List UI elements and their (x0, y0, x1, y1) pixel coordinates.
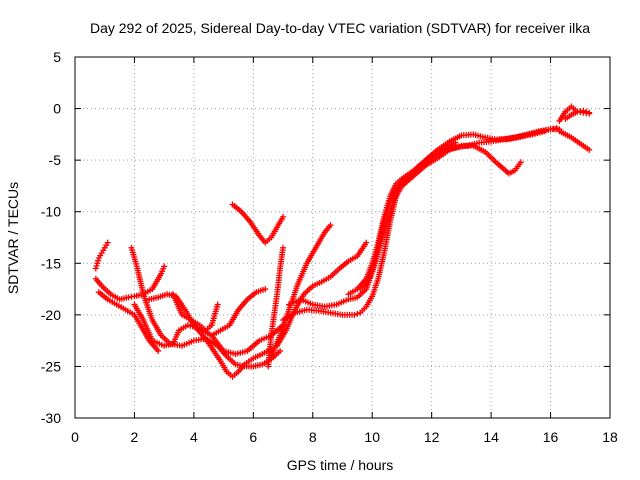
x-tick-label: 0 (71, 429, 79, 445)
series-track-8 (208, 286, 269, 339)
data-point-marker (363, 239, 370, 246)
grid (75, 57, 610, 418)
series-track-20 (562, 107, 593, 122)
data-point-marker (214, 301, 221, 308)
data-point-marker (155, 347, 162, 354)
data-point-marker (517, 159, 524, 166)
data-point-marker (280, 213, 287, 220)
x-tick-label: 6 (249, 429, 257, 445)
y-tick-label: 0 (53, 101, 61, 117)
y-tick-label: 5 (53, 49, 61, 65)
data-point-marker (586, 109, 593, 116)
y-tick-label: -20 (41, 307, 61, 323)
y-tick-label: -25 (41, 358, 61, 374)
y-tick-label: -15 (41, 255, 61, 271)
series-track-7 (170, 291, 221, 334)
axis-ticks: 0 2 4 6 8 10 12 14 16 18 -30 -25 -20 -15 -10 -5 0 5 (41, 49, 618, 445)
series-track-4 (128, 244, 284, 370)
data-point-marker (580, 107, 587, 114)
series-track-16 (357, 139, 459, 293)
data-point-marker (452, 139, 459, 146)
series-track-3 (95, 289, 162, 354)
data-series (92, 103, 593, 380)
y-tick-label: -10 (41, 204, 61, 220)
series-track-1 (92, 239, 111, 272)
x-tick-label: 16 (543, 429, 559, 445)
data-point-marker (277, 347, 284, 354)
x-tick-label: 14 (483, 429, 499, 445)
series-track-5 (131, 301, 287, 358)
series-track-10 (265, 244, 287, 370)
data-point-marker (161, 263, 168, 270)
x-tick-label: 2 (131, 429, 139, 445)
y-axis-title: SDTVAR / TECUs (5, 182, 21, 294)
x-tick-label: 18 (602, 429, 618, 445)
x-axis-title: GPS time / hours (287, 457, 394, 473)
data-point-marker (583, 108, 590, 115)
data-point-marker (354, 310, 361, 317)
data-point-marker (351, 311, 358, 318)
x-tick-label: 12 (424, 429, 440, 445)
series-track-12 (274, 239, 370, 349)
series-track-17 (502, 125, 560, 143)
data-point-marker (104, 239, 111, 246)
data-point-marker (280, 244, 287, 251)
y-tick-label: -5 (49, 152, 62, 168)
data-point-marker (262, 286, 269, 293)
plot-frame (74, 56, 611, 419)
series-track-19 (556, 128, 593, 153)
data-point-marker (586, 146, 593, 153)
x-tick-label: 8 (309, 429, 317, 445)
series-track-9 (229, 201, 287, 246)
data-point-marker (553, 125, 560, 132)
series-track-13 (280, 126, 563, 324)
data-point-marker (327, 222, 334, 229)
chart-title: Day 292 of 2025, Sidereal Day-to-day VTE… (90, 20, 590, 36)
x-tick-label: 4 (190, 429, 198, 445)
x-tick-label: 10 (364, 429, 380, 445)
y-tick-label: -30 (41, 410, 61, 426)
